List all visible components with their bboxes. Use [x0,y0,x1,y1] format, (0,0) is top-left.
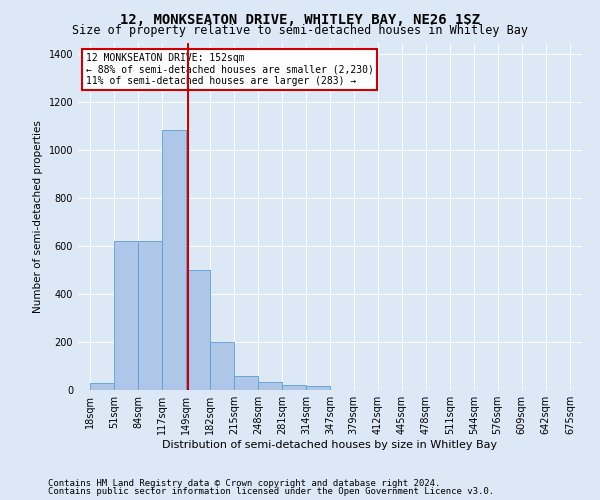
Y-axis label: Number of semi-detached properties: Number of semi-detached properties [33,120,43,312]
Bar [258,382,282,390]
Bar [163,130,187,390]
Bar [186,270,210,390]
Text: 12 MONKSEATON DRIVE: 152sqm
← 88% of semi-detached houses are smaller (2,230)
11: 12 MONKSEATON DRIVE: 152sqm ← 88% of sem… [86,53,373,86]
Text: Size of property relative to semi-detached houses in Whitley Bay: Size of property relative to semi-detach… [72,24,528,37]
Bar [139,242,162,390]
Bar [210,342,234,390]
Bar [90,384,114,390]
Bar [307,386,330,390]
X-axis label: Distribution of semi-detached houses by size in Whitley Bay: Distribution of semi-detached houses by … [163,440,497,450]
Text: Contains public sector information licensed under the Open Government Licence v3: Contains public sector information licen… [48,487,494,496]
Text: 12, MONKSEATON DRIVE, WHITLEY BAY, NE26 1SZ: 12, MONKSEATON DRIVE, WHITLEY BAY, NE26 … [120,12,480,26]
Bar [282,385,306,390]
Bar [234,376,258,390]
Text: Contains HM Land Registry data © Crown copyright and database right 2024.: Contains HM Land Registry data © Crown c… [48,478,440,488]
Bar [114,242,138,390]
